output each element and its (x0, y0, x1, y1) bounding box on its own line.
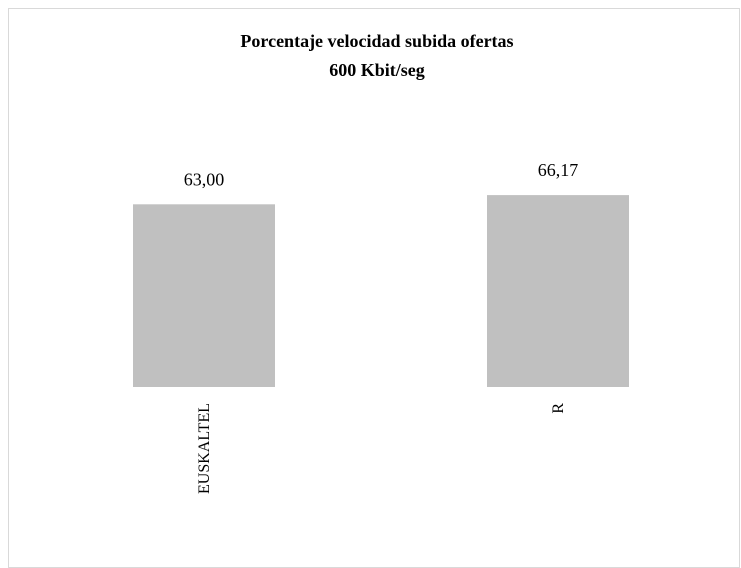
data-label-euskaltel: 63,00 (184, 169, 225, 189)
bars-layer: 63,00 EUSKALTEL 66,17 R (133, 160, 629, 494)
bar-r (487, 195, 629, 387)
bar-euskaltel (133, 204, 275, 387)
x-tick-label-r: R (550, 403, 567, 414)
chart-canvas: Porcentaje velocidad subida ofertas 600 … (133, 31, 629, 494)
x-tick-label-euskaltel: EUSKALTEL (196, 403, 213, 494)
data-label-r: 66,17 (538, 160, 579, 180)
chart-subtitle: 600 Kbit/seg (329, 60, 425, 80)
chart-title: Porcentaje velocidad subida ofertas (240, 31, 513, 51)
